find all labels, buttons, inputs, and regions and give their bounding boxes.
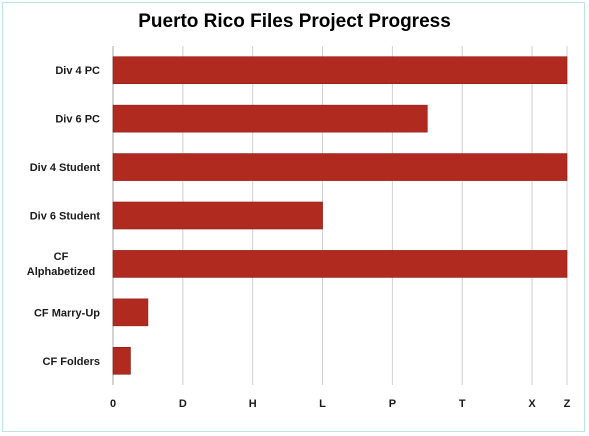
category-label-2: Div 4 Student (30, 162, 101, 174)
bar-div-4-pc (112, 56, 568, 85)
bar-layer (112, 56, 568, 375)
bar-cf-alphabetized (112, 250, 568, 278)
bar-div-6-pc (112, 104, 428, 133)
category-label-3: Div 6 Student (30, 211, 101, 223)
x-tick-label-2: H (249, 398, 257, 410)
x-tick-label-4: P (389, 398, 396, 410)
x-tick-label-7: Z (564, 398, 571, 410)
category-label-1: Div 6 PC (55, 114, 100, 126)
x-tick-label-1: D (179, 398, 187, 410)
x-tick-label-6: X (528, 398, 536, 410)
x-tick-label-3: L (319, 398, 326, 410)
category-label-0: Div 4 PC (55, 65, 100, 77)
category-label-5: CF Marry-Up (34, 307, 100, 319)
x-tick-labels: 0 D H L P T X Z (110, 398, 571, 410)
category-label-6: CF Folders (43, 356, 100, 368)
bar-cf-folders (112, 346, 131, 375)
category-label-4: CF Alphabetized (27, 251, 95, 278)
category-labels: Div 4 PC Div 6 PC Div 4 Student Div 6 Stude… (27, 65, 101, 368)
x-tick-label-0: 0 (110, 398, 116, 410)
bar-div-6-student (112, 201, 323, 230)
x-tick-label-5: T (459, 398, 466, 410)
bar-cf-marry-up (112, 298, 149, 327)
bar-div-4-student (112, 153, 568, 181)
chart-title: Puerto Rico Files Project Progress (138, 11, 451, 32)
